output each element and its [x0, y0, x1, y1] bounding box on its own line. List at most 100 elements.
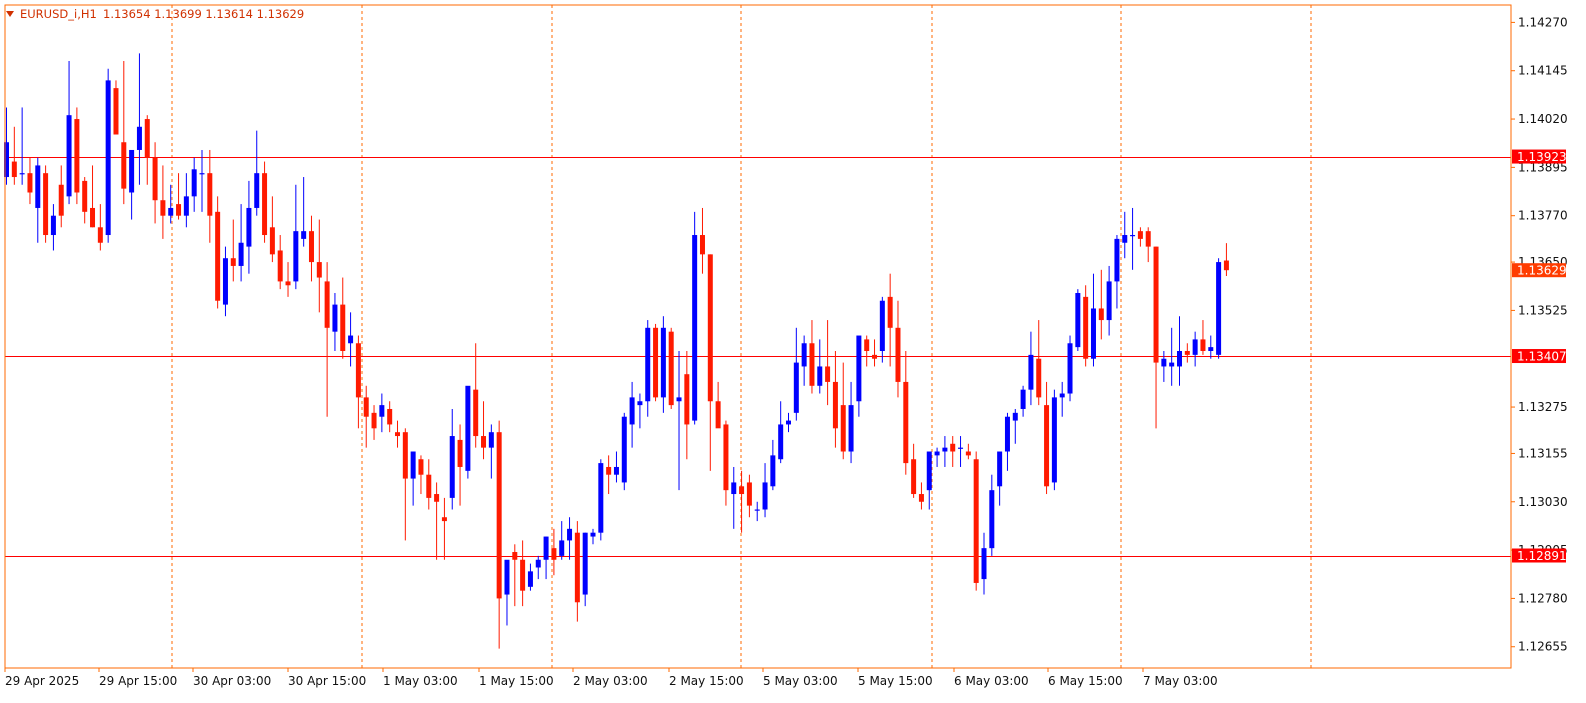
bull-candle-body: [222, 258, 228, 305]
bear-candle-body: [97, 227, 103, 243]
bull-candle-body: [613, 466, 619, 475]
bear-candle-body: [825, 366, 831, 382]
price-tag-label: 1.13629: [1517, 264, 1567, 278]
bull-candle-body: [770, 455, 776, 487]
bear-candle-body: [152, 157, 158, 201]
time-axis: 29 Apr 2025 29 Apr 15:00 30 Apr 03:00 30 Ap…: [4, 668, 1218, 688]
bear-candle-body: [1153, 246, 1159, 363]
bear-candle-body: [402, 432, 408, 479]
bull-candle-body: [848, 405, 854, 452]
time-tick-label: 6 May 03:00: [954, 674, 1029, 688]
bear-candle-body: [832, 381, 838, 429]
bear-candle-body: [355, 343, 361, 398]
bull-candle-body: [1161, 358, 1167, 367]
bull-candle-body: [1051, 397, 1057, 483]
price-tag-box: [1512, 349, 1566, 364]
bull-candle-body: [1114, 238, 1120, 282]
time-tick-label: 1 May 03:00: [383, 674, 458, 688]
bull-candle-body: [246, 207, 252, 247]
bull-candle-body: [582, 532, 588, 595]
time-tick-label: 29 Apr 15:00: [99, 674, 177, 688]
horizontal-lines: [5, 157, 1511, 557]
bull-candle-body: [942, 447, 948, 452]
bear-candle-body: [176, 204, 182, 216]
bull-candle-body: [136, 126, 142, 150]
price-tick-label: 1.12655: [1518, 640, 1568, 654]
bull-candle-body: [1106, 281, 1112, 321]
bear-candle-body: [574, 532, 580, 603]
bear-candle-body: [363, 397, 369, 417]
bear-candle-body: [950, 443, 956, 452]
bull-candle-body: [1216, 262, 1222, 355]
bear-candle-body: [918, 494, 924, 502]
bear-candle-body: [496, 432, 502, 599]
bull-candle-body: [692, 235, 698, 421]
bull-candle-body: [199, 173, 205, 175]
bull-candle-body: [879, 300, 885, 351]
price-tick-label: 1.14145: [1518, 64, 1568, 78]
bear-candle-body: [441, 517, 447, 522]
price-axis: 1.14270 1.14145 1.14020 1.13895 1.13770 1.136…: [1511, 15, 1568, 654]
time-tick-label: 7 May 03:00: [1143, 674, 1218, 688]
ohlc-label: 1.13654 1.13699 1.13614 1.13629: [103, 7, 304, 21]
time-tick-label: 30 Apr 15:00: [288, 674, 366, 688]
bull-candle-body: [559, 540, 565, 556]
bull-candle-body: [1028, 354, 1034, 390]
bear-candle-body: [872, 354, 878, 359]
bear-candle-body: [262, 173, 268, 236]
bear-candle-body: [434, 494, 440, 502]
bear-candle-body: [395, 432, 400, 437]
time-tick-label: 1 May 15:00: [479, 674, 554, 688]
bear-candle-body: [11, 161, 17, 178]
bull-candle-body: [50, 215, 56, 236]
time-tick-label: 6 May 15:00: [1048, 674, 1123, 688]
bear-candle-body: [1223, 260, 1229, 271]
symbol-label: EURUSD_i,H1: [20, 7, 97, 21]
price-tick-label: 1.13770: [1518, 209, 1568, 223]
bull-candle-body: [1169, 362, 1175, 367]
bull-candle-body: [183, 196, 189, 216]
bear-candle-body: [1036, 358, 1042, 398]
bull-candle-body: [621, 416, 627, 483]
bear-candle-body: [973, 459, 979, 583]
bull-candle-body: [238, 242, 244, 266]
bull-candle-body: [332, 304, 338, 332]
bull-candle-body: [856, 335, 862, 402]
bull-candle-body: [535, 559, 541, 568]
price-tick-label: 1.13525: [1518, 303, 1568, 317]
price-tick-label: 1.13895: [1518, 160, 1568, 174]
bull-candle-body: [1020, 389, 1026, 409]
bull-candle-body: [731, 482, 737, 495]
bear-candle-body: [1200, 339, 1206, 351]
bull-candle-body: [4, 142, 9, 178]
price-tick-label: 1.13155: [1518, 446, 1568, 460]
bear-candle-body: [418, 459, 424, 475]
collapse-triangle-icon[interactable]: [6, 11, 14, 17]
bull-candle-body: [449, 436, 455, 498]
bear-candle-body: [269, 227, 275, 255]
bear-candle-body: [144, 119, 150, 158]
bear-candle-body: [160, 200, 166, 216]
bear-candle-body: [121, 142, 127, 189]
bull-candle-body: [527, 571, 533, 587]
bull-candle-body: [981, 548, 987, 580]
bull-candle-body: [465, 385, 471, 471]
bull-candle-body: [1067, 343, 1073, 394]
bear-candle-body: [58, 184, 64, 216]
bull-candle-body: [105, 80, 111, 236]
bull-candle-body: [168, 207, 174, 216]
plot-frame: [4, 4, 1512, 669]
bear-candle-body: [809, 343, 815, 386]
bear-candle-body: [316, 262, 322, 278]
bull-candle-body: [817, 366, 823, 386]
bull-candle-body: [543, 536, 549, 560]
bull-candle-body: [801, 343, 807, 367]
bull-candle-body: [1122, 235, 1128, 243]
bull-candle-body: [66, 115, 72, 197]
price-tag-box: [1512, 149, 1566, 164]
bear-candle-body: [668, 331, 674, 406]
bear-candle-body: [74, 119, 80, 193]
bear-candle-body: [520, 559, 526, 591]
bear-candle-body: [215, 211, 221, 301]
